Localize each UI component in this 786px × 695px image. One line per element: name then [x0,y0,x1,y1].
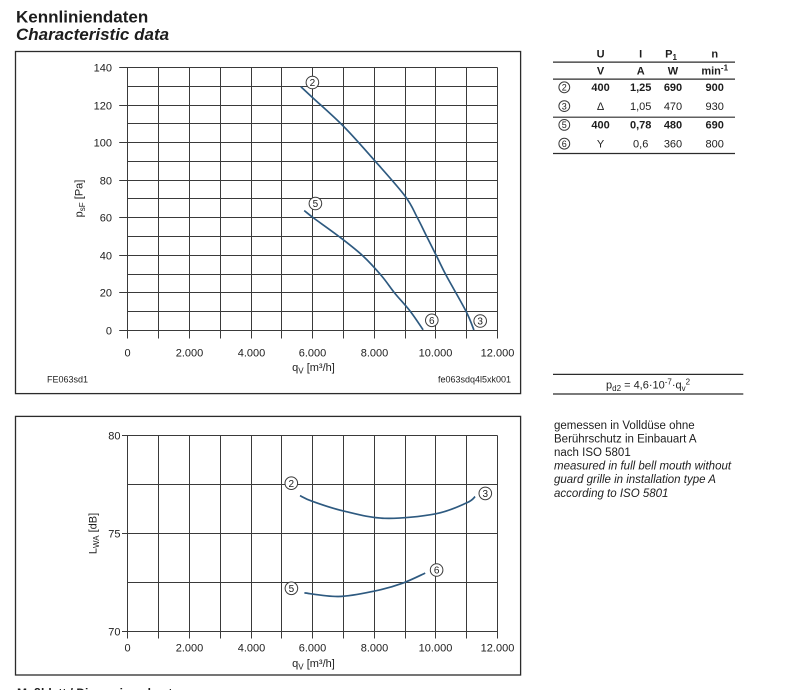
svg-text:pd2 = 4,6·10-7·qv2: pd2 = 4,6·10-7·qv2 [606,378,691,394]
svg-text:gemessen in Volldüse ohne: gemessen in Volldüse ohne [554,420,695,432]
svg-text:2: 2 [562,83,567,93]
svg-text:1,05: 1,05 [630,101,651,113]
svg-text:930: 930 [706,101,724,113]
svg-text:A: A [637,65,645,77]
svg-text:12.000: 12.000 [481,348,515,360]
svg-text:Kennliniendaten: Kennliniendaten [16,8,148,27]
svg-text:0: 0 [124,643,130,655]
svg-text:10.000: 10.000 [419,348,453,360]
svg-text:4.000: 4.000 [238,643,266,655]
svg-text:400: 400 [591,120,609,132]
svg-text:80: 80 [100,176,112,188]
svg-text:3: 3 [477,317,483,328]
svg-text:6: 6 [429,316,435,327]
svg-text:W: W [668,65,679,77]
svg-text:0: 0 [106,326,112,338]
svg-text:6: 6 [562,139,567,149]
svg-text:140: 140 [94,63,112,75]
svg-text:690: 690 [664,82,682,94]
svg-text:900: 900 [706,82,724,94]
svg-text:2: 2 [310,78,316,89]
svg-text:nach ISO 5801: nach ISO 5801 [554,447,631,459]
svg-text:800: 800 [706,139,724,151]
svg-text:1,25: 1,25 [630,82,651,94]
svg-text:360: 360 [664,139,682,151]
svg-text:I: I [639,48,642,60]
svg-text:20: 20 [100,288,112,300]
svg-text:fe063sdq4l5xk001: fe063sdq4l5xk001 [438,375,511,385]
svg-text:2.000: 2.000 [176,348,204,360]
svg-text:8.000: 8.000 [361,348,389,360]
svg-text:qV [m³/h]: qV [m³/h] [292,658,335,672]
svg-text:FE063sd1: FE063sd1 [47,375,88,385]
svg-text:75: 75 [108,529,120,541]
svg-text:Berührschutz in Einbauart A: Berührschutz in Einbauart A [554,433,697,445]
svg-text:according to ISO 5801: according to ISO 5801 [554,488,668,500]
svg-text:4.000: 4.000 [238,348,266,360]
svg-text:Δ: Δ [597,101,605,113]
svg-text:2: 2 [289,479,295,490]
svg-text:Characteristic data: Characteristic data [16,25,169,44]
svg-text:3: 3 [483,489,489,500]
svg-text:120: 120 [94,101,112,113]
svg-text:Y: Y [597,139,605,151]
svg-text:Maßblatt / Dimension sheet: Maßblatt / Dimension sheet [17,686,172,690]
svg-text:80: 80 [108,431,120,443]
svg-text:470: 470 [664,101,682,113]
svg-text:0: 0 [124,348,130,360]
svg-text:690: 690 [706,120,724,132]
svg-text:12.000: 12.000 [481,643,515,655]
svg-text:3: 3 [562,101,567,111]
svg-text:10.000: 10.000 [419,643,453,655]
svg-text:70: 70 [108,627,120,639]
svg-text:480: 480 [664,120,682,132]
svg-text:0,78: 0,78 [630,120,651,132]
svg-text:40: 40 [100,251,112,263]
svg-text:5: 5 [562,120,567,130]
svg-text:6: 6 [434,566,440,577]
svg-text:400: 400 [591,82,609,94]
svg-text:2.000: 2.000 [176,643,204,655]
svg-text:measured in full bell mouth wi: measured in full bell mouth without [554,461,732,473]
svg-text:U: U [597,48,605,60]
svg-text:5: 5 [313,199,319,210]
svg-text:8.000: 8.000 [361,643,389,655]
svg-text:psF [Pa]: psF [Pa] [74,180,88,218]
svg-text:n: n [711,48,718,60]
svg-text:60: 60 [100,213,112,225]
svg-text:0,6: 0,6 [633,139,648,151]
svg-text:V: V [597,65,605,77]
svg-text:5: 5 [289,584,295,595]
svg-text:guard grille in installation t: guard grille in installation type A [554,474,716,486]
svg-text:6.000: 6.000 [299,348,327,360]
svg-text:6.000: 6.000 [299,643,327,655]
svg-text:100: 100 [94,138,112,150]
svg-text:qV [m³/h]: qV [m³/h] [292,362,335,376]
